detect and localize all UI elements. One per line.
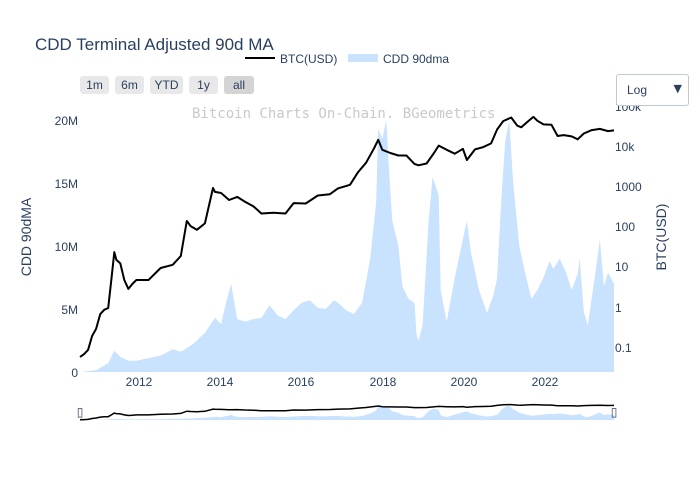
range-selector[interactable]: 1m 6m YTD 1y all bbox=[80, 76, 254, 94]
cdd-90dma-area bbox=[80, 120, 614, 372]
range-button-all-label: all bbox=[233, 78, 245, 92]
y-left-tick-label: 0 bbox=[71, 366, 78, 380]
y-right-tick-label: 10 bbox=[615, 260, 629, 274]
x-tick-label: 2018 bbox=[370, 375, 397, 389]
y-right-tick-label: 10k bbox=[615, 140, 635, 154]
range-slider-btc-preview bbox=[79, 403, 615, 421]
range-slider-cdd-preview bbox=[80, 405, 614, 420]
x-tick-label: 2016 bbox=[288, 375, 315, 389]
y-right-tick-label: 1 bbox=[615, 301, 622, 315]
range-button-ytd[interactable]: YTD bbox=[150, 76, 183, 94]
x-tick-label: 2012 bbox=[126, 375, 153, 389]
y-left-tick-label: 20M bbox=[55, 114, 78, 128]
plot-area[interactable] bbox=[79, 115, 615, 372]
y-right-tick-label: 1000 bbox=[615, 180, 642, 194]
x-tick-label: 2014 bbox=[207, 375, 234, 389]
chart-title: CDD Terminal Adjusted 90d MA bbox=[35, 35, 274, 54]
y-right-tick-label: 100 bbox=[615, 220, 635, 234]
watermark: Bitcoin Charts On-Chain. BGeometrics bbox=[192, 106, 495, 122]
range-slider-left-handle[interactable]: ▯ bbox=[77, 405, 84, 419]
legend[interactable]: BTC(USD) CDD 90dma bbox=[245, 52, 449, 66]
chevron-down-icon: ▼ bbox=[673, 82, 682, 95]
range-button-1m[interactable]: 1m bbox=[80, 76, 109, 94]
range-button-1y[interactable]: 1y bbox=[189, 76, 218, 94]
y-right-axis-title: BTC(USD) bbox=[653, 204, 669, 271]
range-button-ytd-label: YTD bbox=[155, 78, 179, 92]
range-button-6m[interactable]: 6m bbox=[115, 76, 144, 94]
legend-label-cdd: CDD 90dma bbox=[383, 52, 449, 66]
y-left-tick-label: 10M bbox=[55, 240, 78, 254]
range-button-all[interactable]: all bbox=[224, 76, 254, 94]
y-axis-right: 0.1 1 10 100 1000 10k 100k BTC(USD) bbox=[615, 100, 669, 355]
legend-item-cdd[interactable]: CDD 90dma bbox=[348, 52, 449, 66]
range-slider-right-handle[interactable]: ▯ bbox=[611, 405, 618, 419]
x-axis: 2012 2014 2016 2018 2020 2022 bbox=[126, 375, 559, 389]
btc-price-line bbox=[79, 115, 615, 358]
y-right-tick-label: 0.1 bbox=[615, 341, 632, 355]
scale-dropdown[interactable]: Log ▼ bbox=[616, 74, 689, 106]
y-axis-left: 0 5M 10M 15M 20M CDD 90dMA bbox=[18, 114, 78, 380]
legend-swatch-cdd bbox=[348, 54, 378, 62]
legend-item-btc[interactable]: BTC(USD) bbox=[245, 52, 337, 66]
y-left-tick-label: 5M bbox=[61, 303, 78, 317]
y-left-tick-label: 15M bbox=[55, 177, 78, 191]
range-slider[interactable]: ▯ ▯ bbox=[77, 403, 618, 421]
y-left-axis-title: CDD 90dMA bbox=[18, 197, 34, 276]
legend-label-btc: BTC(USD) bbox=[280, 52, 337, 66]
scale-dropdown-value: Log bbox=[627, 83, 648, 97]
range-button-1y-label: 1y bbox=[197, 78, 210, 92]
x-tick-label: 2022 bbox=[532, 375, 559, 389]
x-tick-label: 2020 bbox=[451, 375, 478, 389]
range-button-1m-label: 1m bbox=[86, 78, 103, 92]
range-button-6m-label: 6m bbox=[121, 78, 138, 92]
